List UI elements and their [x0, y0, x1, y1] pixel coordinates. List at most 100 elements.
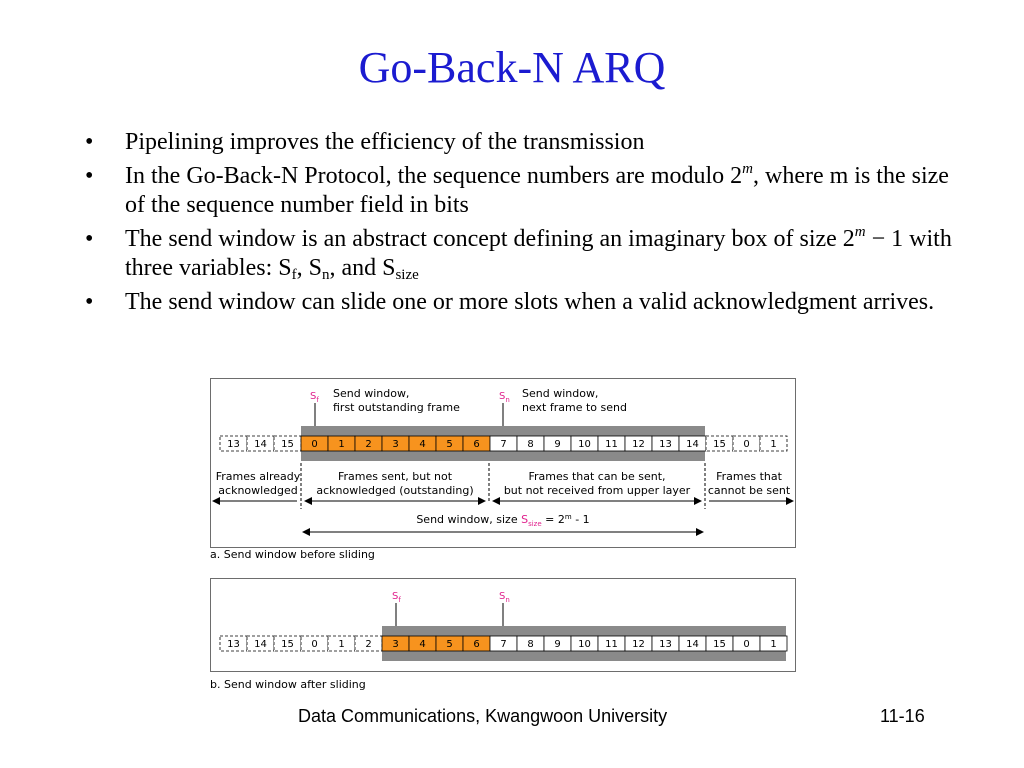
sequence-cell-dashed	[327, 635, 356, 652]
sequence-number: 15	[713, 439, 726, 450]
window-bar-top	[382, 626, 786, 636]
sn-pointer-label: Sn	[499, 391, 510, 404]
figure-caption: b. Send window after sliding	[210, 678, 366, 691]
bullet-item: • The send window is an abstract concept…	[80, 225, 960, 283]
send-window-after-panel: Sf Sn 13 14 15 0 1 2 3 4 5 6 7 8 9 10 11 12 13 14 15 0 1	[210, 578, 796, 672]
sequence-number: 12	[632, 439, 645, 450]
bullet-text: The send window is an abstract concept d…	[125, 226, 855, 252]
region-label: Frames that can be sent,	[528, 470, 665, 483]
sequence-number: 2	[365, 639, 371, 650]
bullet-text: The send window can slide one or more sl…	[125, 289, 935, 315]
bullet-text: Pipelining improves the efficiency of th…	[125, 129, 645, 155]
sequence-number: 13	[227, 439, 240, 450]
region-label: Frames already	[216, 470, 301, 483]
send-window-after-diagram: Sf Sn 13 14 15 0 1 2 3 4 5 6 7 8 9 10 11 12 13 14 15 0 1	[219, 591, 788, 661]
sequence-number: 15	[713, 639, 726, 650]
sequence-number: 4	[419, 439, 425, 450]
sequence-number: 3	[392, 439, 398, 450]
sequence-number: 7	[500, 639, 506, 650]
sequence-number: 14	[254, 439, 267, 450]
sequence-cell-dashed	[273, 435, 302, 452]
sequence-cell-dashed	[273, 635, 302, 652]
send-window-before-diagram: Sf Send window, first outstanding frame …	[212, 387, 794, 536]
sequence-number: 3	[392, 639, 398, 650]
bullet-dot: •	[85, 289, 94, 315]
region-label: acknowledged	[218, 484, 297, 497]
sequence-number: 14	[254, 639, 267, 650]
sequence-cells: 13 14 15 0 1 2 3 4 5 6 7 8 9 10 11 12 13 14 15 0 1	[219, 635, 788, 652]
bullet-dot: •	[85, 226, 94, 252]
sequence-number: 1	[770, 439, 776, 450]
sequence-cell-dashed	[219, 635, 248, 652]
region-label: but not received from upper layer	[504, 484, 691, 497]
sequence-number: 11	[605, 439, 618, 450]
sequence-number: 9	[554, 439, 560, 450]
sequence-number: 10	[578, 439, 591, 450]
sequence-cell-dashed	[732, 435, 761, 452]
sequence-number: 4	[419, 639, 425, 650]
sf-pointer-label: Sf	[392, 591, 401, 604]
sequence-number: 13	[659, 639, 672, 650]
bullet-dot: •	[85, 129, 94, 155]
footer-course: Data Communications, Kwangwoon Universit…	[298, 706, 668, 726]
region-label: cannot be sent	[708, 484, 791, 497]
sequence-number: 5	[446, 639, 452, 650]
window-bar-bottom	[301, 451, 705, 461]
bullet-subscript: f	[291, 267, 297, 283]
sequence-number: 10	[578, 639, 591, 650]
sequence-cell-sendable	[759, 635, 788, 652]
bullet-text: In the Go-Back-N Protocol, the sequence …	[125, 163, 743, 189]
sequence-number: 0	[743, 639, 749, 650]
sf-description: first outstanding frame	[333, 401, 460, 414]
sequence-number: 13	[227, 639, 240, 650]
sequence-number: 14	[686, 639, 699, 650]
bullet-text: , S	[296, 255, 322, 281]
sequence-number: 1	[770, 639, 776, 650]
bullet-dot: •	[85, 163, 94, 189]
sequence-number: 1	[338, 439, 344, 450]
sequence-cell-dashed	[246, 435, 275, 452]
sequence-number: 14	[686, 439, 699, 450]
sequence-number: 0	[311, 639, 317, 650]
sn-description: next frame to send	[522, 401, 627, 414]
figure-caption: a. Send window before sliding	[210, 548, 375, 561]
bullet-text: , where m is the size of the sequence nu…	[125, 163, 949, 218]
region-label: Frames sent, but not	[338, 470, 453, 483]
sequence-number: 9	[554, 639, 560, 650]
sequence-number: 11	[605, 639, 618, 650]
region-label: Frames that	[716, 470, 783, 483]
sequence-number: 6	[473, 639, 479, 650]
bullet-text: , and S	[329, 255, 396, 281]
bullet-list: • Pipelining improves the efficiency of …	[80, 128, 960, 322]
sequence-cell-dashed	[300, 635, 329, 652]
sf-description: Send window,	[333, 387, 409, 400]
bullet-subscript: size	[395, 267, 419, 283]
sequence-cell-dashed	[219, 435, 248, 452]
sequence-number: 8	[527, 639, 533, 650]
sequence-number: 12	[632, 639, 645, 650]
sequence-number: 2	[365, 439, 371, 450]
bullet-item: • The send window can slide one or more …	[80, 288, 960, 317]
sf-pointer-label: Sf	[310, 391, 319, 404]
sequence-number: 7	[500, 439, 506, 450]
bullet-item: • Pipelining improves the efficiency of …	[80, 128, 960, 157]
sequence-number: 13	[659, 439, 672, 450]
sequence-number: 6	[473, 439, 479, 450]
sequence-cell-dashed	[705, 435, 734, 452]
sequence-number: 0	[311, 439, 317, 450]
sequence-number: 5	[446, 439, 452, 450]
bullet-item: • In the Go-Back-N Protocol, the sequenc…	[80, 162, 960, 220]
sequence-number: 8	[527, 439, 533, 450]
bullet-subscript: n	[321, 267, 330, 283]
sequence-cells: 13 14 15 0 1 2 3 4 5 6 7 8 9 10 11 12 13 14 15 0 1	[219, 435, 788, 452]
window-bar-bottom	[382, 651, 786, 661]
sequence-number: 15	[281, 439, 294, 450]
sequence-cell-dashed	[246, 635, 275, 652]
window-size-label: Send window, size Ssize = 2m - 1	[416, 513, 589, 528]
send-window-before-panel: Sf Send window, first outstanding frame …	[210, 378, 796, 548]
bullet-superscript: m	[742, 161, 753, 177]
bullet-text: − 1 with three variables: S	[125, 226, 952, 281]
sn-pointer-label: Sn	[499, 591, 510, 604]
sequence-cell-dashed	[354, 635, 383, 652]
sequence-cell-dashed	[759, 435, 788, 452]
